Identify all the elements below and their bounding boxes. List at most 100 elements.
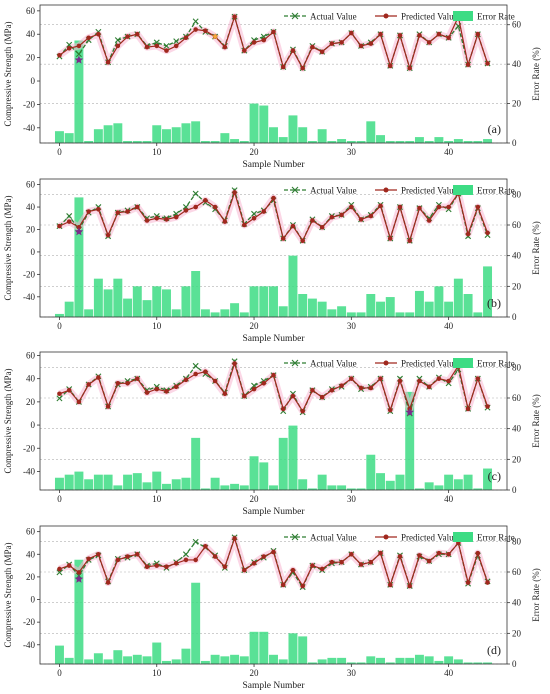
- y-tick-label: 20: [26, 53, 36, 63]
- actual-marker-stroke: [56, 568, 63, 575]
- legend-error-swatch: [453, 11, 473, 21]
- actual-marker-stroke: [153, 39, 160, 46]
- predicted-value-marker: [203, 197, 208, 203]
- y-right-tick-label: 0: [512, 138, 517, 148]
- predicted-value-marker: [134, 31, 140, 37]
- predicted-value-marker: [485, 404, 490, 409]
- y-right-axis-label: Error Rate (%): [531, 221, 541, 274]
- actual-value-marker: [192, 18, 199, 25]
- predicted-value-marker: [319, 224, 325, 230]
- predicted-value-marker: [134, 376, 140, 381]
- predicted-value-marker: [465, 406, 471, 412]
- error-rate-bar: [132, 473, 142, 490]
- x-tick-label: 40: [444, 668, 454, 678]
- predicted-value-marker: [387, 63, 393, 69]
- error-rate-bar: [132, 285, 142, 317]
- star-marker: [74, 574, 84, 583]
- y-right-tick-label: 80: [512, 536, 522, 546]
- predicted-value-marker: [261, 553, 267, 559]
- predicted-value-marker: [164, 216, 169, 222]
- error-rate-bar: [249, 103, 259, 143]
- y-tick-label: 20: [26, 571, 36, 581]
- error-rate-bar: [463, 141, 473, 143]
- error-rate-bar: [424, 301, 434, 317]
- error-rate-bar: [239, 485, 249, 490]
- y-tick-label: 60: [26, 526, 36, 536]
- legend-label: Error Rate: [477, 359, 515, 369]
- predicted-value-marker: [310, 387, 315, 393]
- predicted-value-marker: [212, 553, 218, 559]
- predicted-value-marker: [280, 582, 286, 587]
- error-rate-bar: [453, 479, 463, 490]
- predicted-value-marker: [339, 559, 344, 564]
- predicted-value-marker: [319, 49, 325, 55]
- predicted-value-marker: [417, 378, 422, 384]
- error-rate-bar: [385, 480, 395, 490]
- predicted-value-marker: [271, 195, 276, 200]
- error-rate-bar: [269, 127, 278, 143]
- y-tick-label: 60: [26, 6, 36, 16]
- predicted-value-marker: [86, 208, 91, 214]
- y-right-tick-label: 60: [512, 20, 522, 30]
- predicted-value-marker: [407, 237, 413, 243]
- x-tick-label: 0: [57, 147, 62, 157]
- error-rate-bar: [337, 485, 347, 490]
- error-rate-bar: [307, 661, 317, 664]
- legend-predicted-marker: [383, 13, 389, 19]
- legend: Actual Value Predicted Value Error Rate: [284, 184, 515, 195]
- error-rate-bar: [152, 125, 162, 143]
- predicted-value-marker: [57, 566, 62, 571]
- error-rate-bar: [93, 129, 103, 143]
- legend-actual-marker: [291, 12, 299, 20]
- predicted-value-marker: [378, 550, 383, 555]
- star-marker: [211, 33, 219, 40]
- panel-label: (b): [487, 296, 501, 310]
- error-rate-bar: [220, 485, 230, 490]
- predicted-value-marker: [465, 231, 471, 236]
- predicted-value-marker: [426, 384, 432, 390]
- actual-value-marker: [182, 203, 189, 210]
- error-rate-bar: [181, 648, 191, 664]
- error-rate-bar: [200, 488, 210, 490]
- error-rate-bar: [288, 255, 298, 317]
- predicted-value-marker: [66, 387, 72, 393]
- predicted-value-marker: [76, 399, 82, 405]
- predicted-value-marker: [378, 376, 383, 381]
- plot-area: [40, 525, 507, 664]
- y-tick-label: 0: [31, 246, 36, 256]
- error-rate-bar: [473, 661, 483, 664]
- error-rate-bar: [356, 141, 366, 143]
- predicted-value-marker: [387, 235, 393, 241]
- error-rate-bar: [162, 288, 171, 317]
- error-rate-bar: [337, 139, 347, 143]
- error-rate-bar: [278, 658, 288, 664]
- x-axis-label: Sample Number: [242, 507, 305, 517]
- x-tick-label: 0: [57, 668, 62, 678]
- y-axis-label: Compressive Strength (MPa): [3, 542, 13, 647]
- predicted-value-marker: [96, 31, 101, 37]
- predicted-value-marker: [154, 215, 160, 221]
- error-rate-bar: [463, 293, 473, 317]
- predicted-value-marker: [173, 43, 179, 49]
- predicted-value-marker: [193, 557, 198, 562]
- y-right-tick-label: 60: [512, 220, 522, 230]
- axes-frame: [39, 525, 508, 664]
- predicted-value-marker: [261, 208, 267, 214]
- predicted-value-marker: [57, 52, 62, 58]
- predicted-value-marker: [358, 216, 364, 222]
- error-rate-bar: [142, 655, 152, 664]
- predicted-value-marker: [154, 386, 160, 392]
- error-rate-bar: [405, 141, 415, 143]
- actual-value-marker: [56, 395, 63, 402]
- predicted-value-marker: [76, 569, 82, 575]
- x-tick-label: 20: [250, 494, 260, 504]
- predicted-value-marker: [193, 204, 198, 209]
- actual-marker-stroke: [163, 42, 170, 49]
- predicted-value-marker: [358, 561, 364, 567]
- predicted-value-marker: [183, 35, 189, 41]
- actual-marker-stroke: [66, 41, 73, 48]
- predicted-value-marker: [329, 214, 335, 219]
- predicted-value-marker: [397, 378, 403, 384]
- error-rate-bar: [346, 488, 356, 490]
- chart-panel: 0 10 20 30 40 -40 -20 0 20 40 60 0 20 40 60 80 Sample Nu…: [3, 350, 541, 517]
